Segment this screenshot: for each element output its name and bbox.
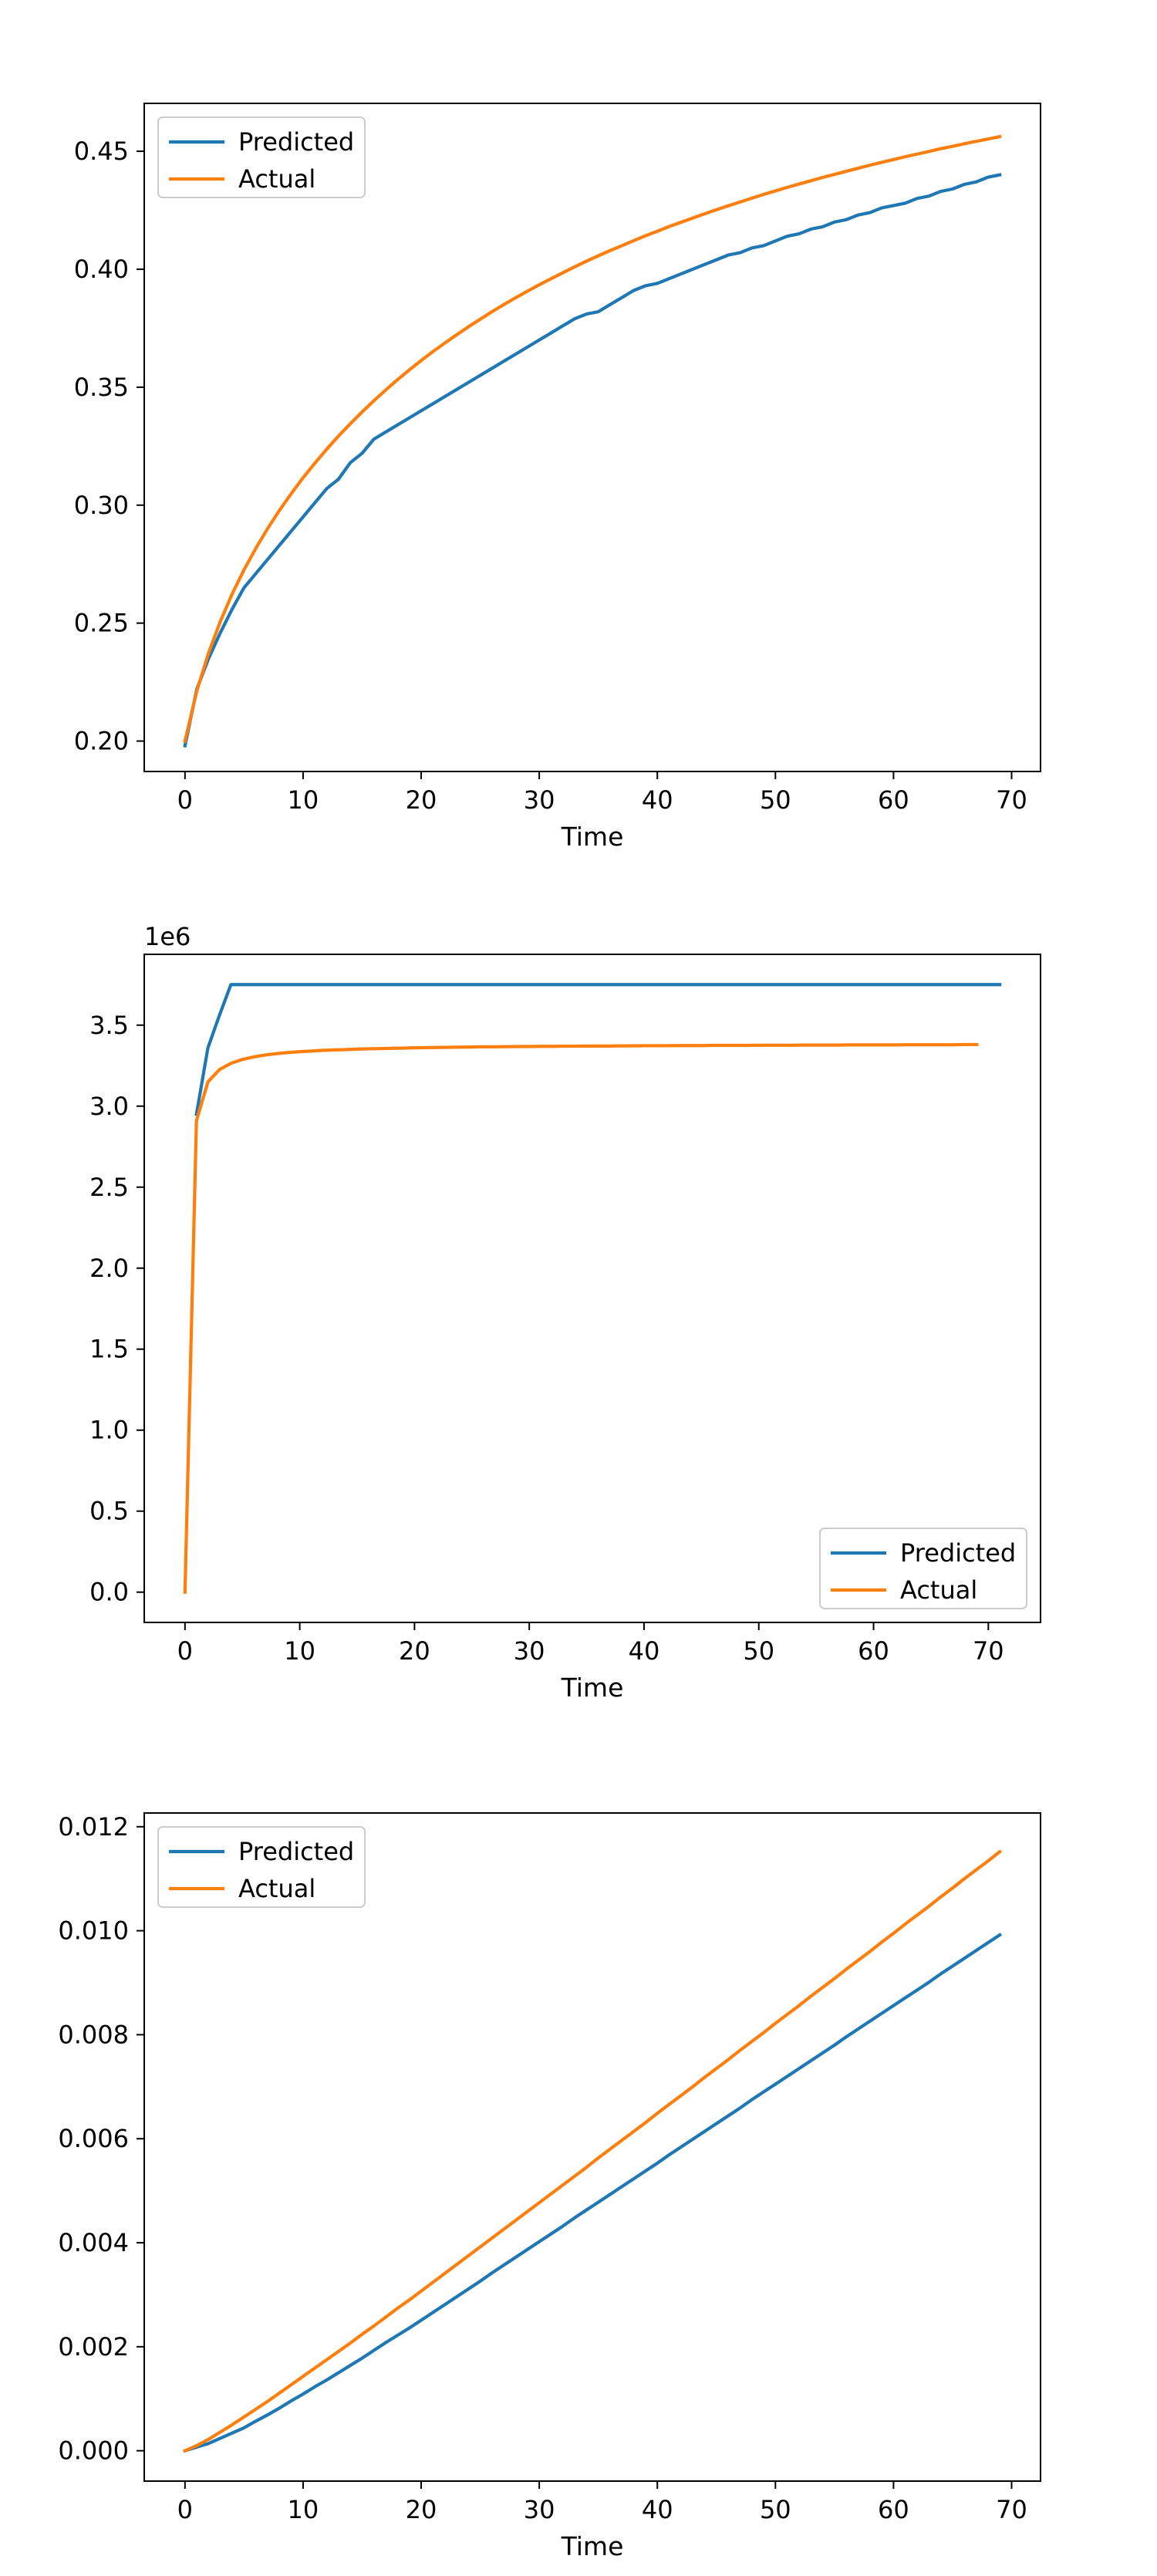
x-tick-label: 0 — [177, 785, 193, 815]
x-tick-label: 40 — [629, 1636, 660, 1666]
series-line-predicted — [183, 1933, 1003, 2453]
x-tick-label: 50 — [760, 785, 791, 815]
x-tick-label: 30 — [524, 785, 555, 815]
y-tick-label: 3.0 — [89, 1092, 129, 1121]
axes-frame — [143, 1812, 1041, 2482]
legend: Predicted Actual — [157, 1826, 366, 1908]
legend: Predicted Actual — [157, 116, 366, 198]
x-axis-label: Time — [561, 1673, 624, 1703]
y-tick-label: 0.35 — [74, 373, 129, 402]
x-tick-label: 70 — [996, 785, 1027, 815]
axes-frame — [143, 103, 1041, 772]
x-tick-label: 70 — [996, 2495, 1027, 2524]
y-tick-label: 0.30 — [74, 491, 129, 520]
y-tick-label: 0.0 — [89, 1578, 129, 1607]
x-tick-label: 0 — [177, 2495, 193, 2524]
x-tick-label: 40 — [642, 785, 673, 815]
chart-1: 0 10 20 30 40 50 60 70 0.20 0.25 0.30 0.35 0.40 0.45 T… — [74, 103, 1041, 852]
x-tick-label: 20 — [406, 785, 437, 815]
legend-label-actual: Actual — [900, 1575, 977, 1605]
legend-label-actual: Actual — [238, 1874, 315, 1903]
y-tick-label: 0.000 — [58, 2436, 129, 2466]
legend-label-predicted: Predicted — [238, 127, 354, 157]
chart-2: 0 10 20 30 40 50 60 70 0.0 0.5 1.0 1.5 2.0 2.5 3.0 3.5 1… — [89, 922, 1041, 1703]
y-tick-label: 0.20 — [74, 727, 129, 756]
legend: Predicted Actual — [819, 1528, 1027, 1609]
x-tick-label: 10 — [288, 2495, 319, 2524]
y-tick-label: 0.006 — [58, 2124, 129, 2153]
x-tick-label: 30 — [524, 2495, 555, 2524]
x-axis-label: Time — [561, 2531, 624, 2561]
y-tick-label: 2.5 — [89, 1173, 129, 1202]
y-tick-label: 0.25 — [74, 609, 129, 638]
series-line-actual — [183, 1042, 979, 1594]
x-tick-label: 10 — [288, 785, 319, 815]
legend-label-predicted: Predicted — [900, 1538, 1016, 1568]
x-tick-label: 60 — [878, 785, 909, 815]
legend-label-predicted: Predicted — [238, 1837, 354, 1866]
y-tick-label: 3.5 — [89, 1011, 129, 1040]
x-tick-label: 0 — [177, 1636, 193, 1666]
x-tick-label: 20 — [406, 2495, 437, 2524]
x-tick-label: 20 — [399, 1636, 430, 1666]
y-tick-label: 0.004 — [58, 2228, 129, 2257]
y-tick-label: 0.45 — [74, 137, 129, 166]
y-tick-label: 0.012 — [58, 1812, 129, 1842]
x-tick-label: 50 — [743, 1636, 774, 1666]
x-tick-label: 60 — [878, 2495, 909, 2524]
x-tick-label: 30 — [514, 1636, 545, 1666]
y-tick-label: 0.008 — [58, 2020, 129, 2049]
series-line-predicted — [194, 983, 1002, 1116]
y-tick-label: 1.5 — [89, 1335, 129, 1364]
x-tick-label: 50 — [760, 2495, 791, 2524]
x-axis-label: Time — [561, 822, 624, 852]
x-tick-label: 10 — [284, 1636, 315, 1666]
series-line-actual — [183, 1849, 1003, 2453]
legend-label-actual: Actual — [238, 164, 315, 194]
series-line-predicted — [183, 173, 1002, 748]
y-tick-label: 2.0 — [89, 1254, 129, 1283]
x-tick-label: 40 — [642, 2495, 673, 2524]
charts-container: 0 10 20 30 40 50 60 70 0.20 0.25 0.30 0.35 0.40 0.45 T… — [58, 103, 1041, 2561]
axes-frame — [143, 954, 1041, 1623]
y-tick-label: 0.002 — [58, 2332, 129, 2362]
y-tick-label: 0.40 — [74, 255, 129, 284]
x-tick-label: 60 — [858, 1636, 889, 1666]
series-line-actual — [183, 134, 1002, 744]
chart-3: 0 10 20 30 40 50 60 70 0.000 0.002 0.004 0.006 0.008… — [58, 1812, 1041, 2561]
x-tick-label: 70 — [973, 1636, 1004, 1666]
y-tick-label: 0.010 — [58, 1916, 129, 1946]
y-tick-label: 0.5 — [89, 1497, 129, 1526]
y-tick-label: 1.0 — [89, 1416, 129, 1445]
y-axis-offset-label: 1e6 — [144, 922, 191, 951]
